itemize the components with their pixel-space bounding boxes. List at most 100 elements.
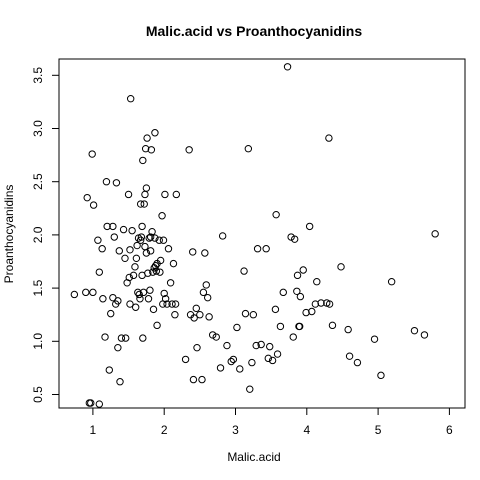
data-point bbox=[193, 343, 201, 352]
data-points bbox=[70, 63, 439, 408]
data-point bbox=[252, 341, 260, 350]
data-point bbox=[296, 292, 305, 301]
data-point bbox=[94, 236, 102, 244]
data-point bbox=[311, 300, 320, 308]
data-point bbox=[163, 300, 171, 308]
data-point bbox=[189, 375, 198, 384]
data-point bbox=[208, 331, 217, 339]
data-point bbox=[151, 129, 159, 137]
y-axis-label: Proanthocyanidins bbox=[2, 185, 16, 284]
data-point bbox=[337, 263, 345, 271]
data-point bbox=[171, 311, 179, 319]
y-tick-label: 1.0 bbox=[31, 333, 45, 350]
data-point bbox=[129, 271, 138, 280]
data-point bbox=[185, 146, 193, 154]
y-tick-label: 2.0 bbox=[31, 226, 45, 243]
data-point bbox=[105, 366, 113, 374]
data-point bbox=[82, 288, 90, 297]
data-point bbox=[151, 262, 160, 270]
data-point bbox=[236, 365, 244, 373]
data-point bbox=[370, 335, 379, 343]
data-point bbox=[103, 222, 111, 231]
data-point bbox=[136, 236, 145, 244]
data-point bbox=[117, 334, 126, 342]
data-point bbox=[216, 364, 225, 372]
data-point bbox=[240, 267, 248, 275]
data-point bbox=[212, 333, 220, 341]
data-point bbox=[148, 228, 156, 236]
data-point bbox=[143, 134, 151, 142]
data-point bbox=[110, 233, 118, 241]
data-point bbox=[114, 343, 122, 352]
data-point bbox=[147, 146, 156, 154]
data-point bbox=[87, 399, 95, 407]
data-point bbox=[344, 325, 352, 334]
data-point bbox=[95, 400, 104, 408]
data-point bbox=[387, 278, 396, 286]
data-point bbox=[203, 293, 212, 302]
data-point bbox=[199, 288, 208, 297]
data-point bbox=[141, 190, 149, 199]
data-point bbox=[325, 134, 333, 142]
y-tick-label: 1.5 bbox=[31, 279, 45, 296]
data-point bbox=[164, 245, 173, 253]
data-point bbox=[149, 305, 158, 314]
x-axis-label: Malic.acid bbox=[227, 450, 280, 464]
data-point bbox=[295, 322, 304, 331]
data-point bbox=[99, 295, 107, 303]
data-point bbox=[101, 333, 109, 341]
data-point bbox=[201, 249, 209, 257]
data-point bbox=[132, 254, 141, 263]
data-point bbox=[141, 242, 149, 251]
data-point bbox=[159, 236, 168, 244]
data-point bbox=[156, 256, 165, 265]
data-point bbox=[133, 241, 141, 250]
data-point bbox=[431, 230, 439, 238]
data-point bbox=[229, 355, 238, 364]
data-point bbox=[308, 307, 316, 316]
data-point bbox=[139, 156, 147, 165]
data-point bbox=[264, 354, 272, 363]
data-point bbox=[121, 334, 130, 342]
data-point bbox=[142, 184, 151, 192]
data-point bbox=[192, 304, 200, 313]
data-point bbox=[353, 358, 362, 367]
data-point bbox=[131, 263, 139, 271]
data-point bbox=[166, 279, 175, 287]
data-point bbox=[139, 288, 148, 297]
data-point bbox=[128, 226, 136, 235]
data-point bbox=[293, 271, 302, 280]
data-point bbox=[146, 286, 154, 294]
data-point bbox=[107, 309, 115, 318]
data-point bbox=[146, 247, 155, 255]
data-point bbox=[287, 233, 295, 241]
data-point bbox=[125, 273, 133, 282]
data-point bbox=[172, 190, 181, 199]
data-point bbox=[246, 385, 254, 393]
data-point bbox=[161, 190, 169, 199]
data-point bbox=[262, 245, 270, 253]
data-point bbox=[313, 278, 321, 286]
x-tick-label: 4 bbox=[303, 423, 310, 437]
data-point bbox=[95, 268, 104, 276]
data-point bbox=[139, 334, 147, 342]
x-tick-label: 3 bbox=[232, 423, 239, 437]
data-point bbox=[144, 295, 153, 303]
data-point bbox=[70, 290, 79, 299]
data-point bbox=[420, 331, 429, 339]
data-point bbox=[168, 300, 176, 308]
data-point bbox=[137, 233, 146, 241]
data-point bbox=[271, 305, 280, 314]
data-point bbox=[302, 308, 310, 317]
y-tick-label: 0.5 bbox=[31, 386, 45, 403]
data-point bbox=[121, 254, 129, 263]
y-axis-ticks: 0.5 1.0 1.5 2.0 2.5 3.0 3.5 bbox=[31, 67, 59, 403]
data-point bbox=[145, 234, 153, 242]
data-point bbox=[136, 200, 145, 208]
data-point bbox=[317, 299, 325, 307]
data-point bbox=[198, 375, 206, 384]
data-point bbox=[126, 300, 134, 308]
data-point bbox=[134, 288, 142, 297]
data-point bbox=[153, 321, 161, 330]
data-point bbox=[410, 326, 419, 335]
